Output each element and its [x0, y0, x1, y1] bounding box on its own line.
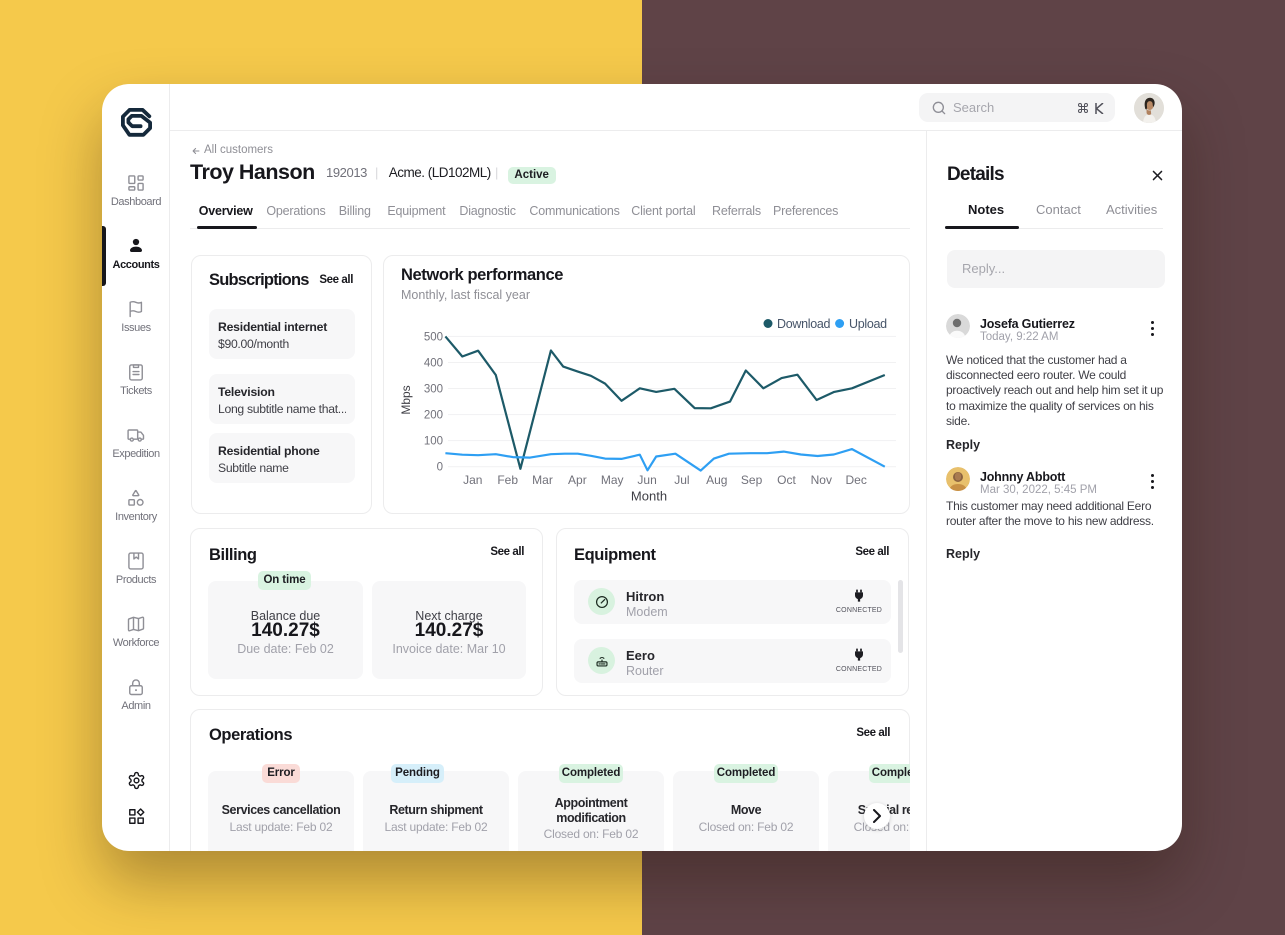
svg-text:200: 200 [424, 410, 443, 422]
svg-text:Feb: Feb [497, 473, 518, 487]
svg-text:May: May [601, 473, 624, 487]
svg-text:300: 300 [424, 384, 443, 396]
svg-text:Apr: Apr [568, 473, 587, 487]
svg-text:Jun: Jun [637, 473, 656, 487]
svg-text:500: 500 [424, 331, 443, 343]
svg-text:Mbps: Mbps [399, 385, 413, 414]
svg-text:Nov: Nov [811, 473, 832, 487]
svg-text:Upload: Upload [849, 317, 887, 331]
svg-text:Jan: Jan [463, 473, 482, 487]
svg-text:Aug: Aug [706, 473, 727, 487]
svg-text:0: 0 [437, 462, 443, 474]
svg-text:400: 400 [424, 358, 443, 370]
svg-text:Jul: Jul [674, 473, 689, 487]
svg-text:Download: Download [777, 317, 831, 331]
svg-text:Sep: Sep [741, 473, 763, 487]
svg-text:Dec: Dec [846, 473, 867, 487]
svg-text:100: 100 [424, 436, 443, 448]
svg-text:Mar: Mar [532, 473, 553, 487]
svg-text:Month: Month [631, 489, 667, 504]
svg-text:Oct: Oct [777, 473, 796, 487]
